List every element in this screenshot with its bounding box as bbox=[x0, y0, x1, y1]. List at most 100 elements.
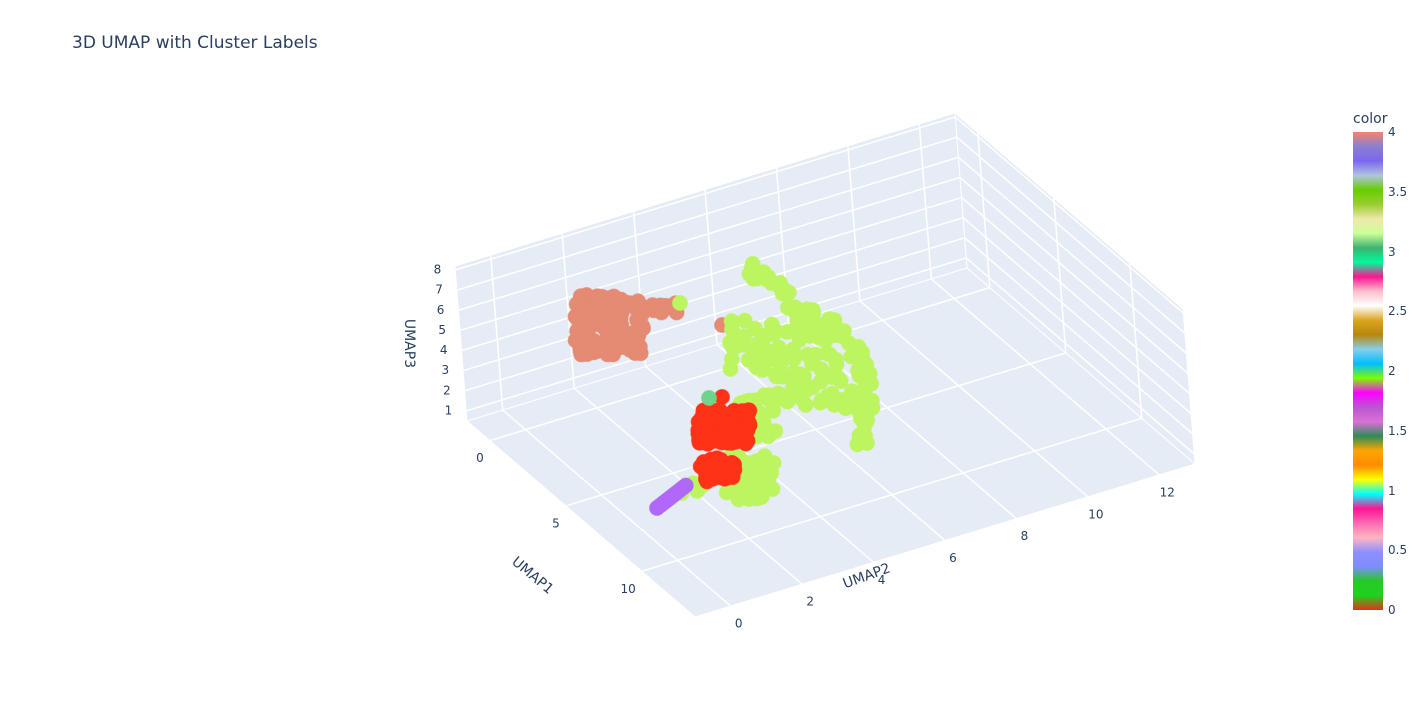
data-point[interactable] bbox=[813, 392, 830, 409]
data-point[interactable] bbox=[701, 390, 717, 406]
z-tick-label: 6 bbox=[437, 303, 445, 317]
z-grid-line bbox=[965, 257, 1195, 455]
y-tick-label: 8 bbox=[1021, 529, 1029, 543]
data-point[interactable] bbox=[644, 297, 661, 314]
data-point[interactable] bbox=[767, 366, 784, 383]
colorbar-tick-label: 3.5 bbox=[1388, 184, 1408, 199]
colorbar-tick-label: 4 bbox=[1388, 125, 1396, 139]
data-point[interactable] bbox=[672, 295, 688, 311]
data-point[interactable] bbox=[725, 340, 742, 357]
colorbar bbox=[1353, 132, 1383, 610]
x-grid-line bbox=[977, 132, 991, 288]
y-grid-line bbox=[847, 145, 861, 301]
data-point[interactable] bbox=[572, 296, 589, 313]
z-grid-line bbox=[964, 237, 1194, 435]
y-grid-line bbox=[918, 123, 933, 279]
y-tick-label: 6 bbox=[949, 551, 957, 565]
data-point[interactable] bbox=[756, 327, 773, 344]
z-tick-label: 4 bbox=[440, 343, 448, 357]
data-point[interactable] bbox=[571, 331, 588, 348]
data-point[interactable] bbox=[859, 412, 876, 429]
y-tick-label: 0 bbox=[735, 617, 743, 631]
data-point[interactable] bbox=[799, 312, 816, 329]
data-point[interactable] bbox=[832, 373, 849, 390]
right-pane bbox=[954, 111, 1196, 466]
colorbar-title: color bbox=[1353, 111, 1388, 127]
z-axis-title: UMAP3 bbox=[401, 319, 417, 368]
x-axis-title: UMAP1 bbox=[508, 554, 556, 598]
x-grid-line bbox=[1129, 263, 1143, 419]
data-point[interactable] bbox=[727, 405, 744, 422]
z-grid-line bbox=[962, 217, 1192, 415]
data-point[interactable] bbox=[849, 401, 866, 418]
colorbar-tick-label: 0.5 bbox=[1388, 543, 1408, 558]
y-grid-line bbox=[561, 233, 575, 389]
data-point[interactable] bbox=[796, 326, 813, 343]
colorbar-tick-label: 0 bbox=[1388, 603, 1396, 617]
data-point[interactable] bbox=[797, 396, 814, 413]
data-point[interactable] bbox=[854, 430, 871, 447]
data-point[interactable] bbox=[818, 367, 835, 384]
data-point[interactable] bbox=[677, 477, 694, 494]
data-point[interactable] bbox=[736, 328, 753, 345]
data-point[interactable] bbox=[725, 458, 742, 475]
data-points bbox=[567, 255, 881, 516]
colorbar-tick-label: 1 bbox=[1388, 483, 1396, 498]
x-tick-label: 0 bbox=[476, 451, 484, 465]
z-tick-label: 7 bbox=[435, 283, 443, 297]
y-tick-label: 2 bbox=[806, 595, 814, 609]
data-point[interactable] bbox=[826, 327, 843, 344]
data-point[interactable] bbox=[715, 433, 732, 450]
data-point[interactable] bbox=[723, 313, 740, 330]
data-point[interactable] bbox=[780, 284, 797, 301]
data-point[interactable] bbox=[826, 312, 843, 329]
data-point[interactable] bbox=[749, 264, 766, 281]
colorbar-tick-label: 2.5 bbox=[1388, 304, 1408, 319]
data-point[interactable] bbox=[722, 360, 739, 377]
data-point[interactable] bbox=[764, 481, 781, 498]
data-point[interactable] bbox=[697, 410, 714, 427]
data-point[interactable] bbox=[850, 362, 867, 379]
data-point[interactable] bbox=[730, 425, 747, 442]
data-point[interactable] bbox=[756, 358, 773, 375]
data-point[interactable] bbox=[598, 320, 615, 337]
y-tick-label: 10 bbox=[1088, 507, 1103, 521]
z-tick-label: 5 bbox=[438, 323, 446, 337]
z-grid-line bbox=[961, 196, 1191, 395]
y-grid-line bbox=[489, 255, 504, 411]
y-grid-line bbox=[704, 189, 718, 345]
data-point[interactable] bbox=[629, 321, 646, 338]
data-point[interactable] bbox=[630, 293, 647, 310]
z-grid-line bbox=[959, 176, 1189, 374]
data-point[interactable] bbox=[699, 473, 716, 490]
y-tick-label: 4 bbox=[878, 573, 886, 587]
y-grid-line bbox=[930, 278, 1160, 476]
data-point[interactable] bbox=[768, 390, 785, 407]
y-grid-line bbox=[502, 409, 732, 607]
x-grid-line bbox=[1053, 197, 1067, 353]
data-point[interactable] bbox=[799, 346, 816, 363]
z-grid-line bbox=[957, 156, 1187, 354]
data-point[interactable] bbox=[740, 491, 757, 508]
colorbar-tick-label: 2 bbox=[1388, 364, 1396, 378]
colorbar-tick-label: 3 bbox=[1388, 244, 1396, 259]
z-grid-line bbox=[956, 136, 1186, 334]
data-point[interactable] bbox=[691, 431, 708, 448]
y-grid-line bbox=[859, 300, 1089, 498]
y-grid-line bbox=[716, 343, 946, 542]
z-tick-label: 3 bbox=[441, 363, 449, 377]
x-tick-label: 10 bbox=[621, 582, 636, 596]
data-point[interactable] bbox=[569, 310, 586, 327]
data-point[interactable] bbox=[786, 350, 803, 367]
data-point[interactable] bbox=[827, 390, 844, 407]
data-point[interactable] bbox=[594, 288, 611, 305]
data-point[interactable] bbox=[809, 329, 826, 346]
colorbar-tick-label: 1.5 bbox=[1388, 423, 1408, 438]
data-point[interactable] bbox=[588, 341, 605, 358]
data-point[interactable] bbox=[819, 345, 836, 362]
x-tick-label: 5 bbox=[552, 516, 560, 530]
z-tick-label: 1 bbox=[445, 403, 453, 417]
data-point[interactable] bbox=[785, 364, 802, 381]
